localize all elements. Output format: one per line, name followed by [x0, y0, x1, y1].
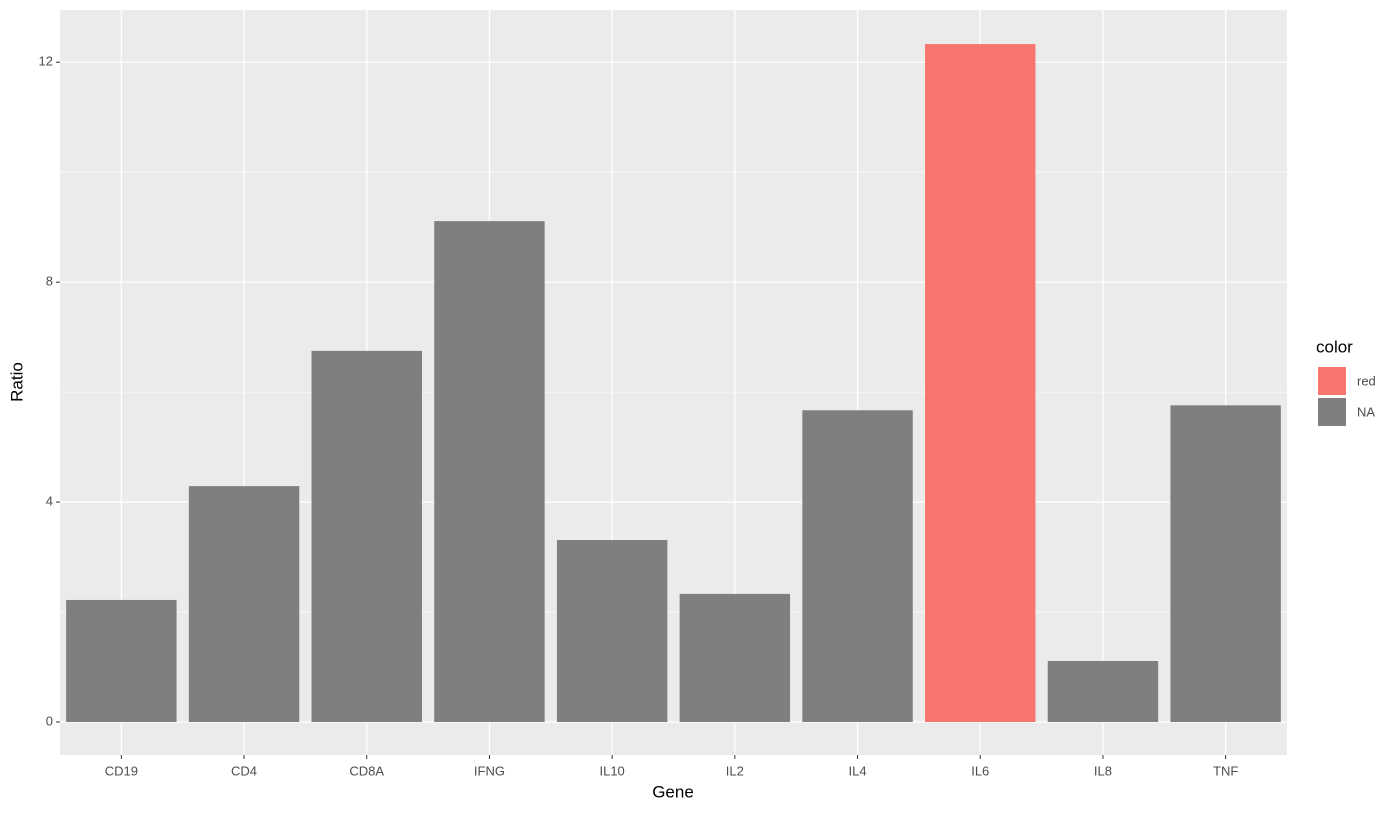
legend-title: color [1316, 337, 1353, 356]
legend-label: red [1357, 373, 1376, 388]
x-tick-label: IL2 [726, 763, 744, 778]
x-axis-title: Gene [652, 782, 694, 801]
x-tick-label: CD4 [231, 763, 257, 778]
x-tick-label: IL10 [599, 763, 624, 778]
bar [434, 221, 545, 723]
x-tick-label: TNF [1213, 763, 1238, 778]
bar [1047, 660, 1159, 723]
x-tick-label: CD8A [349, 763, 384, 778]
x-tick-label: IL6 [971, 763, 989, 778]
x-tick-label: IL8 [1094, 763, 1112, 778]
bar [311, 350, 422, 723]
bar [925, 44, 1036, 723]
y-axis-title: Ratio [7, 362, 26, 402]
y-tick-label: 12 [39, 54, 53, 69]
y-tick-label: 4 [46, 494, 53, 509]
bar [556, 540, 668, 723]
legend-key [1318, 367, 1346, 395]
legend-label: NA [1357, 404, 1375, 419]
bar [802, 410, 913, 723]
x-tick-label: IL4 [849, 763, 867, 778]
bar [188, 486, 300, 723]
y-tick-label: 0 [46, 713, 53, 728]
y-tick-label: 8 [46, 274, 53, 289]
x-tick-label: IFNG [474, 763, 505, 778]
bar [1170, 405, 1281, 723]
bar [66, 599, 177, 723]
legend-key [1318, 398, 1346, 426]
x-tick-label: CD19 [105, 763, 138, 778]
bar [679, 593, 791, 723]
